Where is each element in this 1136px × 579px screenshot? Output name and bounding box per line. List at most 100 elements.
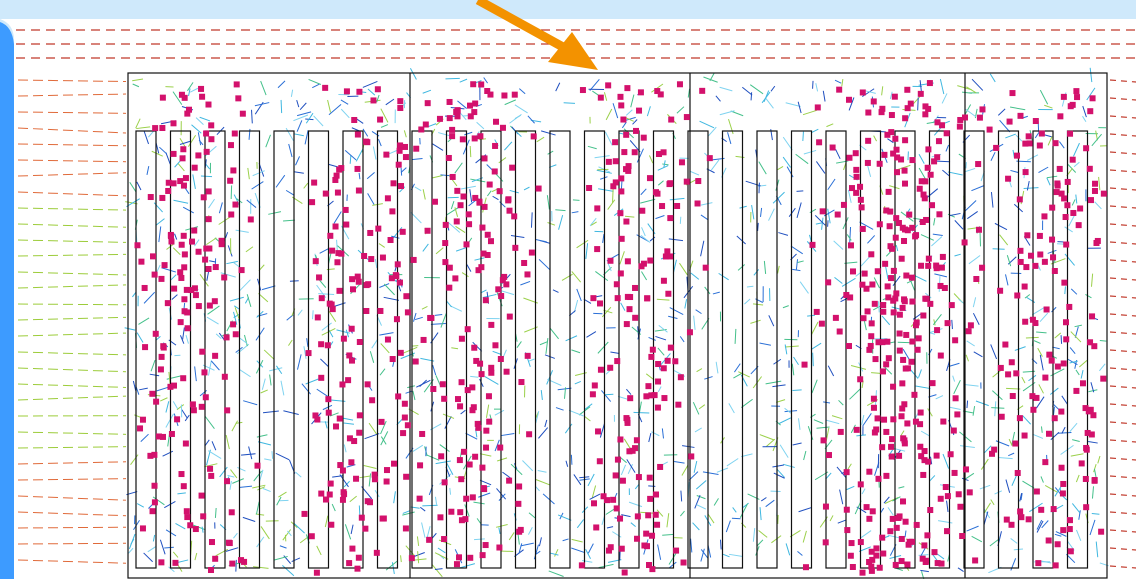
particle [938, 353, 944, 359]
particle [909, 299, 915, 305]
particle [329, 301, 335, 307]
particle [207, 303, 213, 309]
particle [879, 444, 885, 450]
particle [882, 261, 888, 267]
particle [363, 139, 369, 145]
particle [624, 321, 630, 327]
flow-arrow [1100, 341, 1106, 342]
particle [1092, 188, 1098, 194]
particle [879, 109, 885, 115]
particle [460, 136, 466, 142]
particle [456, 554, 462, 560]
particle [890, 384, 896, 390]
particle [921, 542, 927, 548]
particle [997, 288, 1003, 294]
particle [181, 183, 187, 189]
particle [525, 353, 531, 359]
particle [235, 95, 241, 101]
particle [208, 473, 214, 479]
particle [334, 259, 340, 265]
particle [355, 132, 361, 138]
particle [159, 354, 165, 360]
flow-arrow [918, 97, 919, 110]
particle [617, 94, 623, 100]
particle [861, 315, 867, 321]
particle [344, 88, 350, 94]
particle [1057, 166, 1063, 172]
particle [391, 180, 397, 186]
particle [356, 430, 362, 436]
particle [454, 218, 460, 224]
particle [395, 261, 401, 267]
particle [356, 89, 362, 95]
particle [189, 239, 195, 245]
particle [894, 147, 900, 153]
particle [902, 137, 908, 143]
particle [934, 327, 940, 333]
particle [184, 508, 190, 514]
particle [1092, 181, 1098, 187]
particle [314, 417, 320, 423]
particle [208, 567, 214, 573]
particle [349, 276, 355, 282]
particle [487, 182, 493, 188]
particle [844, 527, 850, 533]
particle [999, 414, 1005, 420]
particle [375, 86, 381, 92]
particle [208, 136, 214, 142]
particle [880, 551, 886, 557]
particle [858, 197, 864, 203]
particle [1067, 517, 1073, 523]
flow-arrow [470, 146, 471, 157]
particle [192, 165, 198, 171]
particle [198, 86, 204, 92]
particle [928, 172, 934, 178]
particle [160, 434, 166, 440]
particle [954, 411, 960, 417]
particle [518, 527, 524, 533]
particle [619, 236, 625, 242]
particle [170, 120, 176, 126]
particle [177, 269, 183, 275]
particle [224, 407, 230, 413]
particle [615, 457, 621, 463]
particle [634, 536, 640, 542]
particle [181, 483, 187, 489]
particle [1074, 94, 1080, 100]
particle [653, 492, 659, 498]
particle [1076, 222, 1082, 228]
particle [618, 270, 624, 276]
particle [1018, 259, 1024, 265]
particle [229, 561, 235, 567]
particle [873, 553, 879, 559]
particle [1073, 388, 1079, 394]
particle [195, 152, 201, 158]
particle [224, 478, 230, 484]
particle [865, 308, 871, 314]
particle [1060, 527, 1066, 533]
particle [457, 457, 463, 463]
particle [962, 239, 968, 245]
particle [1063, 214, 1069, 220]
particle [302, 511, 308, 517]
particle [398, 183, 404, 189]
particle [1018, 514, 1024, 520]
particle [222, 374, 228, 380]
flow-arrow [422, 505, 437, 506]
particle [353, 476, 359, 482]
particle [472, 135, 478, 141]
particle [179, 242, 185, 248]
particle [158, 276, 164, 282]
particle [612, 139, 618, 145]
particle [355, 274, 361, 280]
particle [1063, 242, 1069, 248]
particle [516, 483, 522, 489]
particle [655, 405, 661, 411]
particle [377, 308, 383, 314]
particle [1067, 526, 1073, 532]
particle [507, 314, 513, 320]
particle [179, 92, 185, 98]
particle [354, 566, 360, 572]
particle [1029, 393, 1035, 399]
particle [899, 256, 905, 262]
